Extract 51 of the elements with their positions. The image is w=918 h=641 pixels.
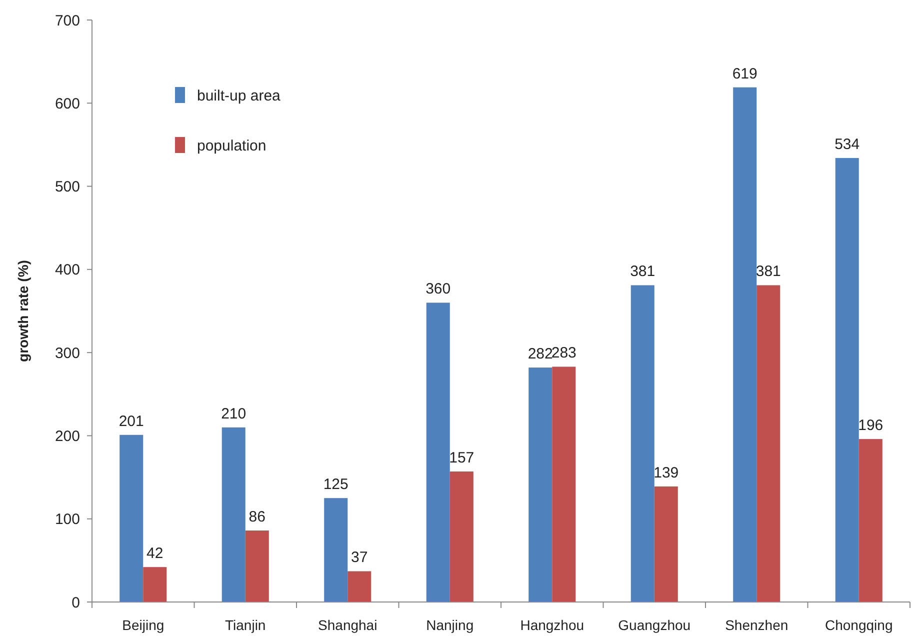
x-tick-label: Nanjing [426,617,474,633]
x-tick-label: Shanghai [318,617,378,633]
data-label: 42 [146,545,164,562]
bar [348,571,372,602]
data-label: 210 [221,405,246,422]
x-tick-label: Beijing [122,617,164,633]
bar [222,427,246,602]
bar [552,366,576,602]
y-axis-title: growth rate (%) [15,260,31,362]
bar [835,158,859,602]
y-tick-label: 600 [54,95,80,112]
bar [324,498,348,602]
y-tick-label: 500 [54,178,80,196]
y-tick-label: 700 [54,12,80,30]
y-tick-label: 400 [54,262,80,279]
bar [733,87,757,602]
bar [654,486,678,602]
data-label: 125 [323,476,348,494]
data-label: 37 [351,549,368,566]
bar [426,302,450,602]
bar [756,285,780,602]
data-label: 381 [630,263,656,280]
data-label: 534 [834,136,860,154]
bar [528,368,552,602]
y-tick-label: 300 [54,344,80,362]
bar [245,530,269,602]
x-tick-label: Shenzhen [725,617,788,633]
x-tick-label: Tianjin [225,617,266,633]
data-label: 381 [756,263,781,280]
x-tick-label: Hangzhou [520,617,584,633]
bar [143,567,167,602]
y-tick-label: 100 [54,511,80,528]
x-tick-label: Chongqing [825,617,893,633]
y-tick-label: 0 [72,594,80,612]
data-label: 86 [248,508,266,526]
legend-label: built-up area [197,87,282,104]
bar [858,439,882,602]
data-label: 282 [528,346,553,363]
data-label: 201 [118,412,144,430]
y-tick-label: 200 [54,428,80,445]
data-label: 139 [654,464,679,482]
data-label: 619 [732,65,758,82]
bar [450,471,474,602]
data-label: 360 [426,280,451,298]
bar [630,285,654,602]
x-tick-label: Guangzhou [618,617,691,633]
legend-label: population [197,137,266,154]
data-label: 196 [858,417,884,434]
bar [120,434,144,602]
data-label: 157 [449,449,474,466]
data-label: 283 [551,344,576,362]
